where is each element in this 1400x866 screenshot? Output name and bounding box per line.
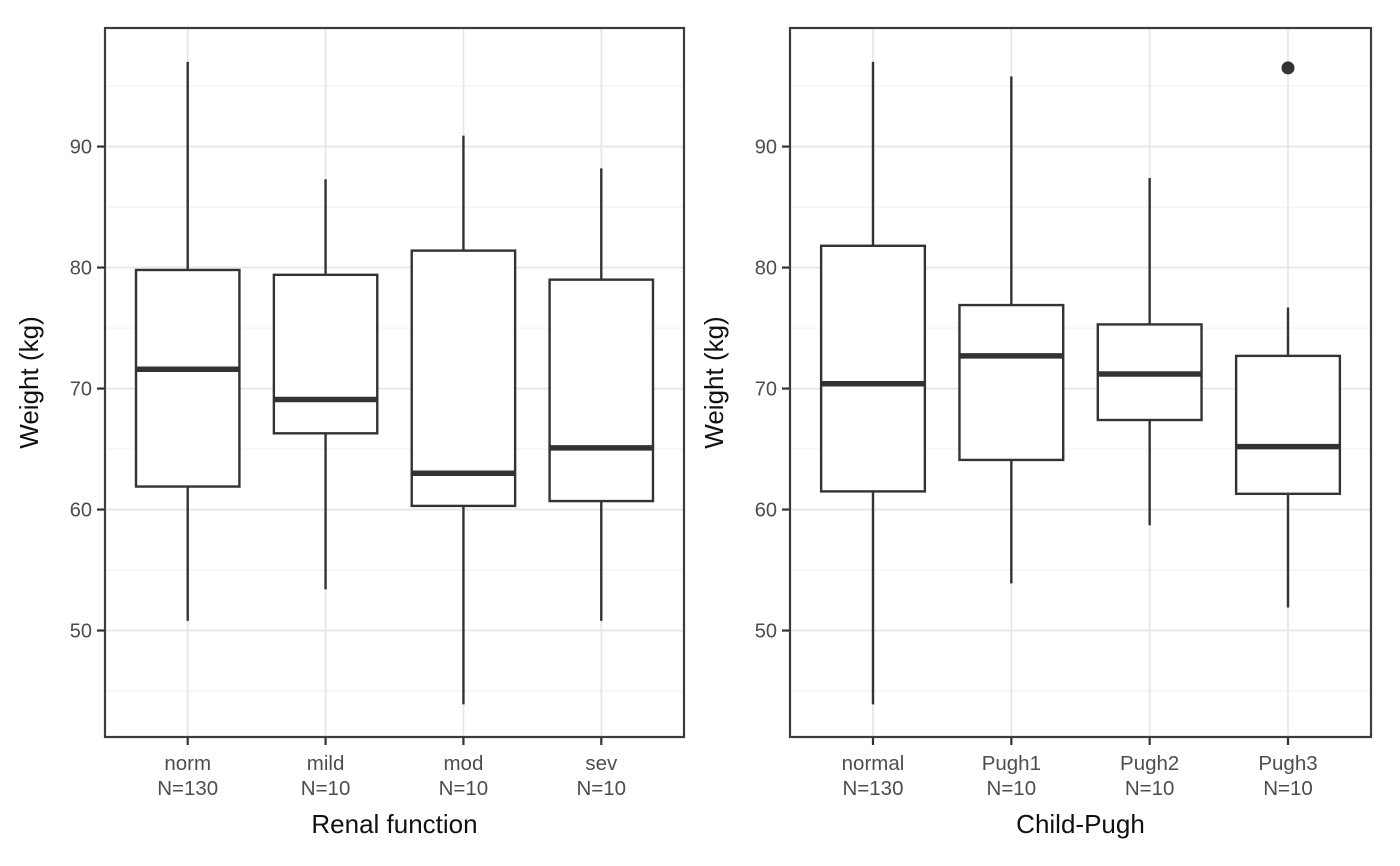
- panel-border: [103, 26, 686, 739]
- iqr-box-norm: [134, 268, 241, 488]
- y-axis-title: Weight (kg): [699, 316, 729, 448]
- boxplot-Pugh3: [1234, 61, 1342, 608]
- panel-border: [788, 26, 1373, 739]
- boxplot-Pugh2: [1096, 178, 1203, 526]
- y-tick-label-80: 80: [70, 257, 92, 279]
- x-category-label-Pugh1: Pugh1 N=10: [982, 752, 1041, 800]
- x-axis-title: Child-Pugh: [1016, 809, 1145, 839]
- iqr-box-mod: [410, 249, 517, 508]
- boxplot-Pugh1: [958, 76, 1065, 584]
- panel-child-pugh: 50 60 70 80 90 normal N=130 Pugh1 N=10 Pugh2 N=10 P…: [699, 26, 1373, 839]
- x-category-label-mod: mod N=10: [439, 752, 489, 800]
- boxplot-sev: [548, 168, 655, 621]
- iqr-box-Pugh1: [958, 303, 1065, 462]
- iqr-box-Pugh3: [1234, 354, 1342, 496]
- y-tick-label-90: 90: [70, 136, 92, 158]
- y-tick-label-50: 50: [755, 620, 777, 642]
- x-category-label-sev: sev N=10: [576, 752, 626, 800]
- x-category-label-mild: mild N=10: [301, 752, 351, 800]
- boxplot-mod: [410, 135, 517, 705]
- y-tick-label-70: 70: [70, 378, 92, 400]
- y-tick-label-80: 80: [755, 257, 777, 279]
- boxplot-normal: [819, 61, 927, 705]
- panel-renal-function: 50 60 70 80 90 norm N=130 mild N=10 mod N=10 sev N=1…: [14, 26, 686, 839]
- x-category-label-norm: norm N=130: [157, 752, 218, 800]
- y-tick-label-90: 90: [755, 136, 777, 158]
- x-category-label-normal: normal N=130: [842, 752, 905, 800]
- outlier-point-Pugh3-0: [1281, 61, 1295, 75]
- y-tick-label-50: 50: [70, 620, 92, 642]
- y-tick-label-60: 60: [70, 499, 92, 521]
- iqr-box-normal: [819, 244, 927, 493]
- y-axis-title: Weight (kg): [14, 316, 44, 448]
- x-category-label-Pugh2: Pugh2 N=10: [1120, 752, 1179, 800]
- y-tick-label-60: 60: [755, 499, 777, 521]
- iqr-box-sev: [548, 278, 655, 503]
- x-category-label-Pugh3: Pugh3 N=10: [1258, 752, 1317, 800]
- iqr-box-mild: [272, 273, 379, 435]
- x-axis-title: Renal function: [311, 809, 477, 839]
- boxplot-mild: [272, 179, 379, 590]
- y-tick-label-70: 70: [755, 378, 777, 400]
- boxplot-norm: [134, 61, 241, 621]
